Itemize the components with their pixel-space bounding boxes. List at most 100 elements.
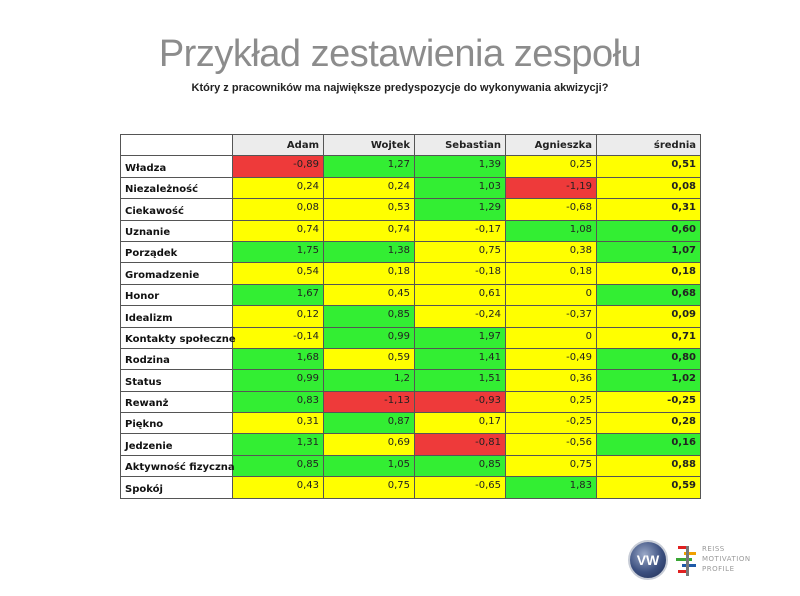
value-cell: 0,12 bbox=[232, 305, 324, 328]
row-label: Jedzenie bbox=[120, 433, 233, 456]
page-subtitle: Który z pracowników ma największe predys… bbox=[191, 82, 609, 94]
value-cell: 0,24 bbox=[323, 176, 415, 200]
value-cell: 0,61 bbox=[414, 283, 506, 307]
row-label: Niezależność bbox=[120, 176, 233, 200]
column-header-average: średnia bbox=[596, 133, 701, 157]
value-cell: 0,85 bbox=[414, 454, 506, 478]
value-cell: 1,05 bbox=[323, 454, 415, 478]
value-cell: 0,31 bbox=[232, 412, 324, 435]
value-cell: 0,43 bbox=[232, 476, 324, 499]
row-label: Idealizm bbox=[120, 305, 233, 328]
table-row: Rewanż 0,83 -1,13 -0,93 0,25 -0,25 bbox=[120, 390, 701, 414]
table-row: Status 0,99 1,2 1,51 0,36 1,02 bbox=[120, 369, 701, 392]
value-cell: 1,39 bbox=[414, 155, 506, 178]
table-row: Gromadzenie 0,54 0,18 -0,18 0,18 0,18 bbox=[120, 262, 701, 285]
value-cell: 1,51 bbox=[414, 369, 506, 392]
vw-logo-icon: VW bbox=[628, 540, 668, 580]
value-cell: 0,38 bbox=[505, 240, 597, 264]
value-cell: 0,74 bbox=[232, 219, 324, 242]
rmp-line-1: REISS bbox=[702, 545, 725, 553]
value-cell: 0,25 bbox=[505, 390, 597, 414]
row-label: Ciekawość bbox=[120, 198, 233, 221]
reiss-motivation-profile-logo-icon bbox=[674, 544, 700, 580]
average-cell: 0,08 bbox=[596, 176, 701, 200]
value-cell: 1,67 bbox=[232, 283, 324, 307]
value-cell: 1,38 bbox=[323, 240, 415, 264]
value-cell: -0,25 bbox=[505, 412, 597, 435]
average-cell: -0,25 bbox=[596, 390, 701, 414]
value-cell: 0,85 bbox=[323, 305, 415, 328]
value-cell: 1,2 bbox=[323, 369, 415, 392]
value-cell: -0,89 bbox=[232, 155, 324, 178]
value-cell: 0,17 bbox=[414, 412, 506, 435]
row-label: Rodzina bbox=[120, 347, 233, 371]
value-cell: 0,87 bbox=[323, 412, 415, 435]
value-cell: -1,13 bbox=[323, 390, 415, 414]
value-cell: 1,08 bbox=[505, 219, 597, 242]
value-cell: 1,41 bbox=[414, 347, 506, 371]
value-cell: -0,68 bbox=[505, 198, 597, 221]
average-cell: 0,31 bbox=[596, 198, 701, 221]
value-cell: 0,53 bbox=[323, 198, 415, 221]
value-cell: 1,75 bbox=[232, 240, 324, 264]
column-header-agnieszka: Agnieszka bbox=[505, 133, 597, 157]
row-label: Piękno bbox=[120, 412, 233, 435]
value-cell: 0,08 bbox=[232, 198, 324, 221]
value-cell: -0,17 bbox=[414, 219, 506, 242]
table-row: Idealizm 0,12 0,85 -0,24 -0,37 0,09 bbox=[120, 305, 701, 328]
value-cell: 1,68 bbox=[232, 347, 324, 371]
value-cell: -0,81 bbox=[414, 433, 506, 456]
value-cell: 0 bbox=[505, 326, 597, 349]
value-cell: 0,18 bbox=[323, 262, 415, 285]
value-cell: 0,99 bbox=[232, 369, 324, 392]
average-cell: 0,68 bbox=[596, 283, 701, 307]
table-row: Władza -0,89 1,27 1,39 0,25 0,51 bbox=[120, 155, 701, 178]
value-cell: -1,19 bbox=[505, 176, 597, 200]
value-cell: -0,93 bbox=[414, 390, 506, 414]
average-cell: 0,88 bbox=[596, 454, 701, 478]
average-cell: 0,59 bbox=[596, 476, 701, 499]
value-cell: -0,14 bbox=[232, 326, 324, 349]
average-cell: 0,71 bbox=[596, 326, 701, 349]
table-corner-cell bbox=[120, 133, 233, 157]
row-label: Uznanie bbox=[120, 219, 233, 242]
value-cell: 0,18 bbox=[505, 262, 597, 285]
reiss-motivation-profile-text: REISS MOTIVATION PROFILE bbox=[702, 544, 778, 574]
row-label: Władza bbox=[120, 155, 233, 178]
row-label: Spokój bbox=[120, 476, 233, 499]
motivation-comparison-table: Adam Wojtek Sebastian Agnieszka średnia … bbox=[120, 133, 701, 499]
value-cell: -0,24 bbox=[414, 305, 506, 328]
average-cell: 0,28 bbox=[596, 412, 701, 435]
average-cell: 0,16 bbox=[596, 433, 701, 456]
value-cell: 0,69 bbox=[323, 433, 415, 456]
value-cell: 0,75 bbox=[505, 454, 597, 478]
column-header-wojtek: Wojtek bbox=[323, 133, 415, 157]
value-cell: -0,56 bbox=[505, 433, 597, 456]
value-cell: -0,65 bbox=[414, 476, 506, 499]
value-cell: 1,31 bbox=[232, 433, 324, 456]
table-row: Piękno 0,31 0,87 0,17 -0,25 0,28 bbox=[120, 412, 701, 435]
rmp-line-3: PROFILE bbox=[702, 565, 735, 573]
table-header-row: Adam Wojtek Sebastian Agnieszka średnia bbox=[120, 133, 701, 157]
value-cell: 0,83 bbox=[232, 390, 324, 414]
value-cell: 0,25 bbox=[505, 155, 597, 178]
row-label: Gromadzenie bbox=[120, 262, 233, 285]
value-cell: 0,24 bbox=[232, 176, 324, 200]
table-row: Uznanie 0,74 0,74 -0,17 1,08 0,60 bbox=[120, 219, 701, 242]
average-cell: 0,18 bbox=[596, 262, 701, 285]
column-header-sebastian: Sebastian bbox=[414, 133, 506, 157]
row-label: Status bbox=[120, 369, 233, 392]
value-cell: 1,03 bbox=[414, 176, 506, 200]
page-title: Przykład zestawienia zespołu bbox=[158, 33, 642, 75]
table-row: Aktywność fizyczna 0,85 1,05 0,85 0,75 0,88 bbox=[120, 454, 701, 478]
value-cell: 1,27 bbox=[323, 155, 415, 178]
table-row: Spokój 0,43 0,75 -0,65 1,83 0,59 bbox=[120, 476, 701, 499]
value-cell: 0,75 bbox=[323, 476, 415, 499]
row-label: Honor bbox=[120, 283, 233, 307]
column-header-adam: Adam bbox=[232, 133, 324, 157]
row-label: Kontakty społeczne bbox=[120, 326, 236, 349]
average-cell: 0,51 bbox=[596, 155, 701, 178]
value-cell: -0,49 bbox=[505, 347, 597, 371]
average-cell: 1,02 bbox=[596, 369, 701, 392]
rmp-line-2: MOTIVATION bbox=[702, 555, 751, 563]
